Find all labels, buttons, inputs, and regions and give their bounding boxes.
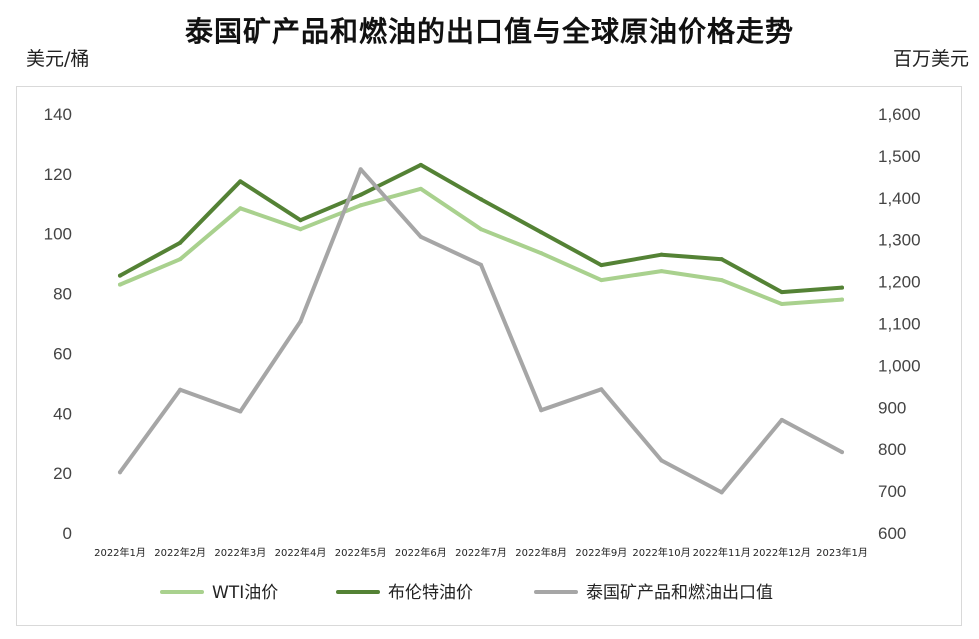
- data-point: [599, 263, 604, 268]
- data-point: [779, 290, 784, 295]
- data-point: [358, 192, 363, 197]
- data-point: [719, 257, 724, 262]
- x-tick-label: 2023年1月: [816, 546, 868, 559]
- data-point: [298, 319, 303, 324]
- right-tick-label: 1,000: [878, 356, 921, 375]
- data-point: [298, 227, 303, 232]
- legend-label: WTI油价: [212, 583, 278, 603]
- data-point: [238, 179, 243, 184]
- data-point: [539, 408, 544, 413]
- data-point: [479, 262, 483, 267]
- data-point: [479, 197, 483, 202]
- data-point: [840, 285, 844, 290]
- legend-label: 泰国矿产品和燃油出口值: [586, 583, 773, 603]
- x-tick-label: 2022年1月: [94, 546, 146, 559]
- data-point: [358, 167, 363, 172]
- chart-title: 泰国矿产品和燃油的出口值与全球原油价格走势: [184, 15, 794, 48]
- x-tick-label: 2022年9月: [575, 546, 627, 559]
- data-point: [779, 417, 784, 422]
- right-tick-label: 1,400: [878, 189, 921, 208]
- data-point: [840, 297, 844, 302]
- data-point: [719, 278, 724, 283]
- data-point: [238, 409, 243, 414]
- x-tick-label: 2022年5月: [335, 546, 387, 559]
- data-point: [238, 206, 243, 211]
- right-tick-label: 1,600: [878, 105, 921, 124]
- data-point: [539, 230, 544, 235]
- right-tick-label: 1,300: [878, 231, 921, 250]
- data-point: [599, 278, 604, 283]
- x-tick-label: 2022年12月: [753, 546, 811, 559]
- chart-frame: [16, 86, 962, 626]
- data-point: [418, 162, 423, 167]
- right-axis-unit: 百万美元: [892, 48, 969, 70]
- left-axis-unit: 美元/桶: [26, 48, 90, 70]
- data-point: [719, 490, 724, 495]
- series-line: [118, 186, 844, 306]
- left-tick-label: 80: [53, 285, 72, 304]
- x-tick-label: 2022年6月: [395, 546, 447, 559]
- legend-label: 布伦特油价: [388, 583, 473, 603]
- left-tick-label: 120: [44, 165, 72, 184]
- right-tick-label: 1,200: [878, 273, 921, 292]
- x-tick-label: 2022年3月: [214, 546, 266, 559]
- data-point: [358, 203, 363, 208]
- data-point: [779, 302, 784, 307]
- x-tick-label: 2022年7月: [455, 546, 507, 559]
- data-point: [418, 234, 423, 239]
- data-point: [840, 450, 844, 455]
- x-tick-label: 2022年4月: [275, 546, 327, 559]
- data-point: [178, 387, 183, 392]
- right-tick-label: 1,500: [878, 147, 921, 166]
- x-tick-label: 2022年2月: [154, 546, 206, 559]
- data-point: [178, 240, 183, 245]
- right-tick-label: 900: [878, 398, 906, 417]
- left-tick-label: 100: [44, 225, 72, 244]
- data-point: [659, 269, 664, 274]
- data-point: [659, 252, 664, 257]
- data-point: [599, 387, 604, 392]
- data-point: [118, 470, 122, 475]
- data-point: [118, 273, 122, 278]
- left-tick-label: 60: [53, 344, 72, 363]
- left-tick-label: 0: [63, 524, 72, 543]
- right-tick-label: 700: [878, 482, 906, 501]
- x-tick-label: 2022年10月: [632, 546, 690, 559]
- x-tick-label: 2022年8月: [515, 546, 567, 559]
- data-point: [118, 282, 122, 287]
- right-tick-label: 600: [878, 524, 906, 543]
- left-tick-label: 20: [53, 464, 72, 483]
- data-point: [298, 218, 303, 223]
- data-point: [418, 186, 423, 191]
- x-tick-label: 2022年11月: [693, 546, 751, 559]
- data-point: [539, 251, 544, 256]
- data-point: [178, 257, 183, 262]
- right-tick-label: 1,100: [878, 315, 921, 334]
- left-tick-label: 140: [44, 105, 72, 124]
- right-tick-label: 800: [878, 440, 906, 459]
- left-tick-label: 40: [53, 404, 72, 423]
- data-point: [479, 227, 483, 232]
- data-point: [659, 458, 664, 463]
